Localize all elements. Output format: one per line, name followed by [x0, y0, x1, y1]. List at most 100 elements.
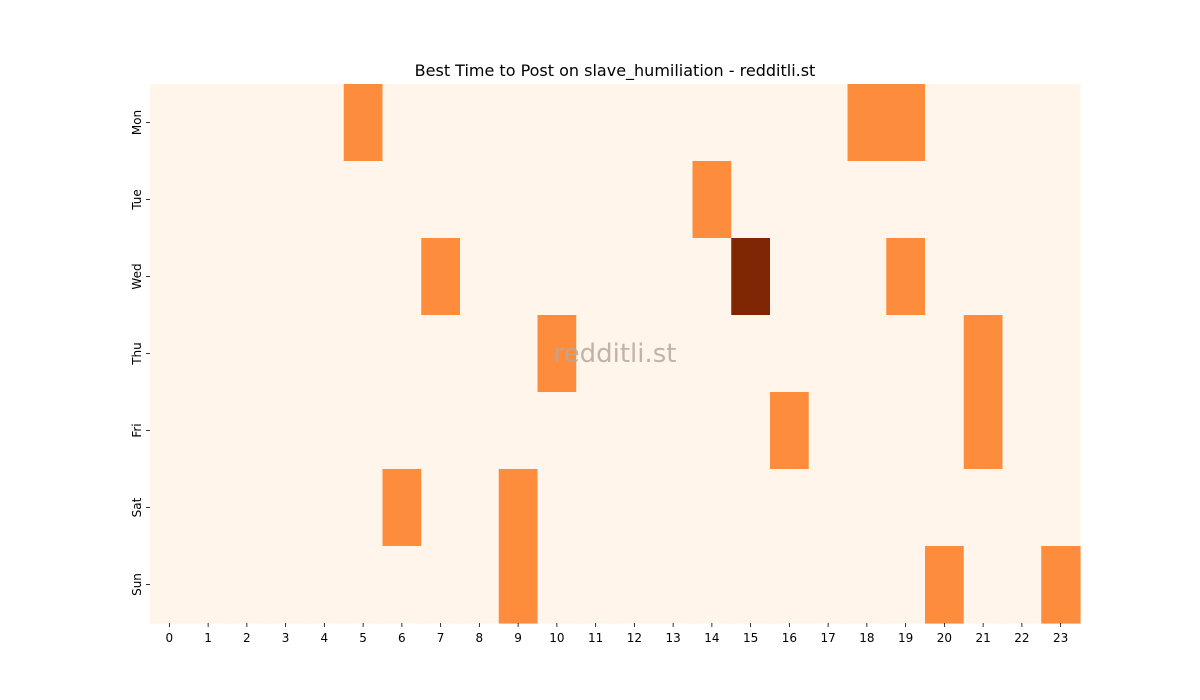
heatmap-cell-fri-6 [382, 392, 422, 470]
heatmap-cell-sat-7 [421, 469, 461, 547]
heatmap-cell-sat-0 [150, 469, 190, 547]
x-tick-label: 5 [359, 631, 367, 645]
heatmap-cell-sat-8 [460, 469, 500, 547]
heatmap-cell-sat-4 [305, 469, 345, 547]
x-tick-label: 21 [975, 631, 990, 645]
heatmap-cell-thu-2 [227, 315, 267, 393]
heatmap-cell-mon-19 [886, 84, 926, 162]
x-tick-label: 7 [437, 631, 445, 645]
heatmap-cell-thu-15 [731, 315, 771, 393]
heatmap-cell-wed-18 [847, 238, 887, 316]
heatmap-cell-fri-16 [770, 392, 810, 470]
heatmap-cell-thu-20 [925, 315, 965, 393]
heatmap-cell-thu-21 [963, 315, 1004, 393]
heatmap-cell-wed-0 [150, 238, 190, 316]
heatmap-cell-thu-10 [537, 315, 577, 393]
heatmap-cell-tue-9 [498, 161, 539, 239]
heatmap-cell-thu-17 [808, 315, 849, 393]
x-tick-label: 4 [321, 631, 329, 645]
heatmap-cell-fri-17 [808, 392, 849, 470]
heatmap-cell-sun-13 [653, 546, 694, 624]
heatmap-cell-fri-20 [925, 392, 965, 470]
heatmap-cell-sat-17 [808, 469, 849, 547]
x-tick-label: 18 [859, 631, 874, 645]
heatmap-cell-sun-7 [421, 546, 461, 624]
heatmap-cell-fri-11 [576, 392, 616, 470]
heatmap-cell-wed-5 [343, 238, 384, 316]
heatmap-cell-fri-19 [886, 392, 926, 470]
heatmap-cell-sun-21 [963, 546, 1004, 624]
heatmap-cell-tue-21 [963, 161, 1004, 239]
heatmap-cell-thu-8 [460, 315, 500, 393]
watermark: redditli.st [554, 339, 677, 369]
x-tick-label: 20 [937, 631, 952, 645]
heatmap-cell-mon-7 [421, 84, 461, 162]
heatmap-cell-fri-15 [731, 392, 771, 470]
x-tick-label: 14 [704, 631, 719, 645]
heatmap-cell-wed-7 [421, 238, 461, 316]
heatmap-cell-mon-21 [963, 84, 1004, 162]
heatmap-cell-mon-22 [1002, 84, 1042, 162]
heatmap-cell-tue-19 [886, 161, 926, 239]
heatmap-cell-mon-18 [847, 84, 887, 162]
heatmap-cell-thu-1 [188, 315, 229, 393]
x-tick-label: 6 [398, 631, 406, 645]
heatmap-cell-thu-6 [382, 315, 422, 393]
heatmap-cell-tue-3 [266, 161, 306, 239]
heatmap-cell-wed-23 [1041, 238, 1081, 316]
heatmap-cell-sun-11 [576, 546, 616, 624]
heatmap-cell-thu-7 [421, 315, 461, 393]
heatmap-cell-sat-3 [266, 469, 306, 547]
heatmap-cell-mon-23 [1041, 84, 1081, 162]
heatmap-cell-thu-16 [770, 315, 810, 393]
heatmap-cell-thu-18 [847, 315, 887, 393]
heatmap-cell-tue-23 [1041, 161, 1081, 239]
heatmap-cell-sat-13 [653, 469, 694, 547]
heatmap-cell-tue-2 [227, 161, 267, 239]
heatmap-cell-fri-13 [653, 392, 694, 470]
heatmap-cell-wed-6 [382, 238, 422, 316]
heatmap-cell-sun-5 [343, 546, 384, 624]
heatmap-cell-thu-5 [343, 315, 384, 393]
heatmap-cell-fri-21 [963, 392, 1004, 470]
heatmap-cell-thu-23 [1041, 315, 1081, 393]
x-tick-label: 13 [665, 631, 680, 645]
heatmap-cell-sun-18 [847, 546, 887, 624]
heatmap-cell-wed-3 [266, 238, 306, 316]
heatmap-cell-tue-4 [305, 161, 345, 239]
heatmap-cell-sun-17 [808, 546, 849, 624]
heatmap-cell-sun-10 [537, 546, 577, 624]
x-axis-ticks: 0 1 2 3 4 5 6 7 8 9 10 11 12 13 14 15 16 17 18 19 20 21 22 23 [166, 623, 1068, 645]
heatmap-cell-mon-4 [305, 84, 345, 162]
heatmap-cell-sat-15 [731, 469, 771, 547]
heatmap-cell-sat-22 [1002, 469, 1042, 547]
x-tick-label: 23 [1053, 631, 1068, 645]
x-tick-label: 11 [588, 631, 603, 645]
heatmap-cell-tue-10 [537, 161, 577, 239]
heatmap-cell-tue-8 [460, 161, 500, 239]
heatmap-cell-thu-4 [305, 315, 345, 393]
heatmap-cell-fri-1 [188, 392, 229, 470]
x-tick-label: 9 [514, 631, 522, 645]
heatmap-cell-tue-18 [847, 161, 887, 239]
heatmap-cell-wed-21 [963, 238, 1004, 316]
heatmap-cell-sun-9 [498, 546, 539, 624]
heatmap-cell-mon-20 [925, 84, 965, 162]
heatmap-cell-fri-10 [537, 392, 577, 470]
heatmap-cell-sat-6 [382, 469, 422, 547]
heatmap-cell-sun-14 [692, 546, 732, 624]
heatmap-cell-tue-17 [808, 161, 849, 239]
heatmap-cell-sat-19 [886, 469, 926, 547]
heatmap-cell-fri-8 [460, 392, 500, 470]
y-axis-ticks: Mon Tue Wed Thu Fri Sat Sun [130, 110, 150, 596]
heatmap-cell-sat-5 [343, 469, 384, 547]
heatmap-cell-fri-4 [305, 392, 345, 470]
heatmap-cell-tue-20 [925, 161, 965, 239]
heatmap-cell-mon-10 [537, 84, 577, 162]
heatmap-cell-wed-2 [227, 238, 267, 316]
heatmap-cell-sat-2 [227, 469, 267, 547]
heatmap-cell-mon-16 [770, 84, 810, 162]
heatmap-cell-fri-23 [1041, 392, 1081, 470]
heatmap-cell-fri-5 [343, 392, 384, 470]
